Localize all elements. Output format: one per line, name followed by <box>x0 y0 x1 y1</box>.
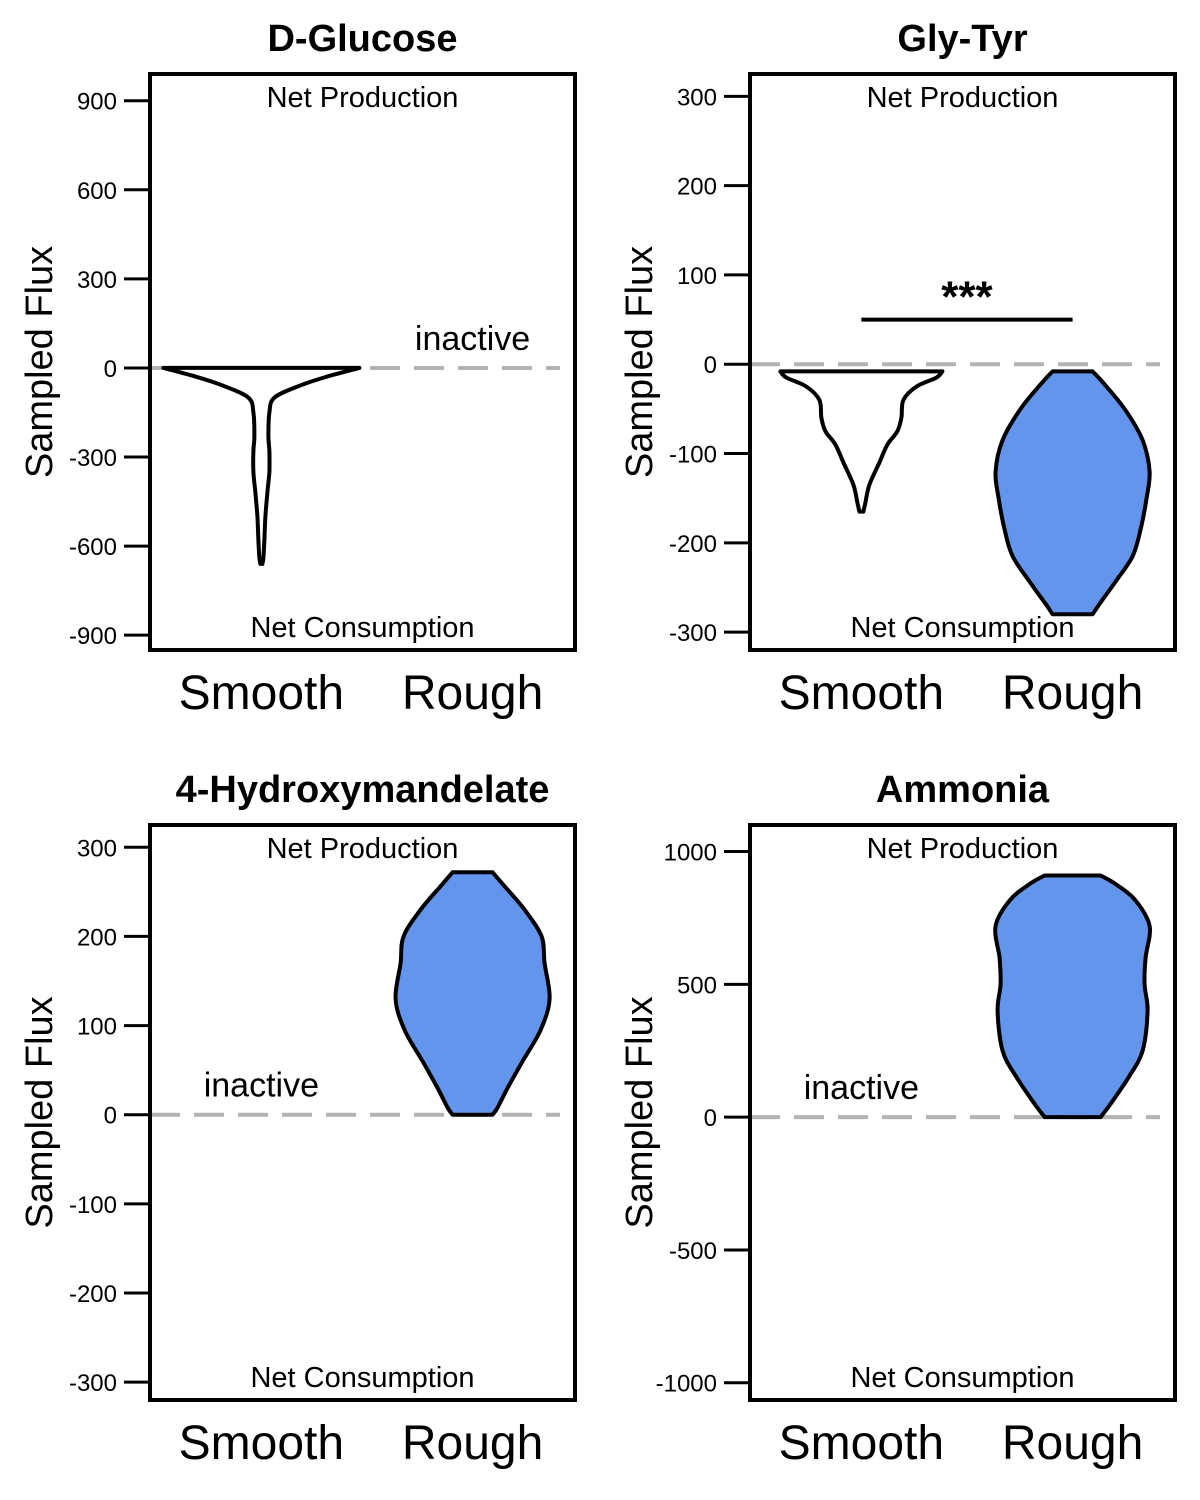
y-tick-label: 1000 <box>664 840 717 867</box>
panel-4: Ammonia 1000 500 0 -500 -1000 Sampled Flux inac… <box>619 769 1177 1470</box>
net-consumption-label: Net Consumption <box>850 1362 1074 1394</box>
y-tick-label: 300 <box>77 267 117 294</box>
y-axis-label: Sampled Flux <box>19 246 61 478</box>
y-tick-label: -600 <box>69 534 117 561</box>
y-tick-label: -200 <box>69 1281 117 1308</box>
inactive-label: inactive <box>415 320 530 358</box>
violin-rough <box>993 873 1152 1120</box>
y-axis-label: Sampled Flux <box>19 996 61 1228</box>
plot-frame <box>148 72 577 652</box>
x-category-label: Smooth <box>779 667 944 720</box>
y-tick-label: -300 <box>69 445 117 472</box>
panel-title: 4-Hydroxymandelate <box>176 769 550 811</box>
x-category-label: Smooth <box>179 667 344 720</box>
y-tick-label: 0 <box>104 1103 117 1130</box>
y-tick-label: 0 <box>704 352 717 379</box>
net-consumption-label: Net Consumption <box>250 1362 474 1394</box>
panel-1: D-Glucose 900 600 300 0 -300 -600 -900 Sampled F… <box>19 18 577 720</box>
x-category-label: Rough <box>1002 1417 1143 1470</box>
net-production-label: Net Production <box>267 833 459 865</box>
y-tick-label: 0 <box>104 356 117 383</box>
panel-title: D-Glucose <box>267 18 457 60</box>
y-tick-label: -900 <box>69 623 117 650</box>
violin-smooth <box>778 369 945 514</box>
x-category-label: Rough <box>402 667 543 720</box>
y-tick-label: 100 <box>677 263 717 290</box>
y-tick-label: 200 <box>677 174 717 201</box>
x-category-label: Smooth <box>779 1417 944 1470</box>
significance-label: *** <box>941 273 993 322</box>
plot-frame <box>148 823 577 1402</box>
net-production-label: Net Production <box>267 82 459 114</box>
y-tick-label: 200 <box>77 924 117 951</box>
net-consumption-label: Net Consumption <box>250 612 474 644</box>
y-tick-label: 0 <box>704 1105 717 1132</box>
y-tick-label: 300 <box>677 84 717 111</box>
plot-frame <box>748 823 1177 1402</box>
inactive-label: inactive <box>804 1069 919 1107</box>
net-production-label: Net Production <box>867 833 1059 865</box>
y-tick-label: -300 <box>669 620 717 647</box>
y-tick-label: 100 <box>77 1014 117 1041</box>
x-category-label: Rough <box>1002 667 1143 720</box>
y-axis-label: Sampled Flux <box>619 996 661 1228</box>
y-tick-label: 300 <box>77 835 117 862</box>
y-tick-label: -100 <box>669 442 717 469</box>
panels: D-Glucose 900 600 300 0 -300 -600 -900 Sampled F… <box>19 18 1177 1470</box>
net-consumption-label: Net Consumption <box>850 612 1074 644</box>
plot-frame <box>748 72 1177 652</box>
y-tick-label: -100 <box>69 1192 117 1219</box>
violin-rough <box>993 369 1152 617</box>
panel-3: 4-Hydroxymandelate 300 200 100 0 -100 -200 -300… <box>19 769 577 1470</box>
y-tick-label: -200 <box>669 531 717 558</box>
y-tick-label: -1000 <box>656 1371 717 1398</box>
y-axis-label: Sampled Flux <box>619 246 661 478</box>
y-tick-label: 900 <box>77 89 117 116</box>
net-production-label: Net Production <box>867 82 1059 114</box>
panel-title: Gly-Tyr <box>897 18 1027 60</box>
x-category-label: Smooth <box>179 1417 344 1470</box>
x-category-label: Rough <box>402 1417 543 1470</box>
violin-rough <box>393 870 552 1117</box>
y-tick-label: -300 <box>69 1370 117 1397</box>
violin-smooth <box>161 365 362 566</box>
y-tick-label: 600 <box>77 178 117 205</box>
panel-2: Gly-Tyr 300 200 100 0 -100 -200 -300 Sampled Flu… <box>619 18 1177 720</box>
inactive-label: inactive <box>204 1067 319 1105</box>
panel-title: Ammonia <box>876 769 1050 811</box>
y-tick-label: -500 <box>669 1238 717 1265</box>
y-tick-label: 500 <box>677 972 717 999</box>
